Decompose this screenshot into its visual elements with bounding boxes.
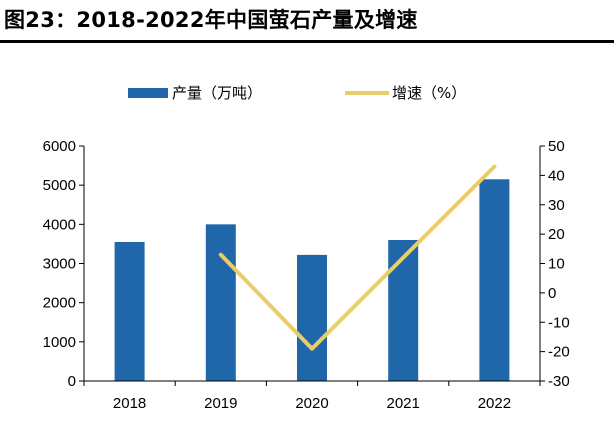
x-tick-label: 2018 — [113, 395, 146, 412]
bar-2020 — [297, 254, 327, 381]
y-right-tick-label: 0 — [548, 285, 556, 302]
bar-2018 — [114, 241, 145, 381]
y-right-tick-label: 20 — [548, 226, 565, 243]
legend-bar-swatch — [128, 88, 168, 98]
x-tick-label: 2020 — [295, 395, 328, 412]
line-series — [218, 164, 497, 351]
bar-2021 — [388, 240, 419, 381]
x-tick-label: 2019 — [204, 395, 237, 412]
bar-series — [114, 179, 510, 381]
y-right-tick-label: 50 — [548, 138, 565, 155]
y-left-tick-label: 6000 — [43, 138, 76, 155]
growth-line — [218, 164, 497, 351]
x-tick-label: 2022 — [478, 395, 511, 412]
legend: 产量（万吨） 增速（%） — [128, 84, 466, 102]
legend-bar-label: 产量（万吨） — [172, 84, 262, 102]
y-left-tick-label: 3000 — [43, 256, 76, 273]
y-left-tick-label: 0 — [68, 373, 76, 390]
y-right-tick-label: 10 — [548, 256, 565, 273]
bar-2019 — [205, 224, 236, 381]
y-left-tick-label: 2000 — [43, 295, 76, 312]
y-right-tick-label: -10 — [548, 314, 570, 331]
axes: 6000 5000 4000 3000 2000 1000 0 50 40 30 20 10 0 -10 -… — [43, 138, 570, 412]
legend-line-label: 增速（%） — [392, 84, 466, 102]
bar-2022 — [479, 179, 510, 381]
x-tick-label: 2021 — [387, 395, 420, 412]
y-right-tick-label: 30 — [548, 197, 565, 214]
y-left-tick-label: 4000 — [43, 216, 76, 233]
y-right-tick-label: -30 — [548, 373, 570, 390]
y-right-tick-label: -20 — [548, 344, 570, 361]
y-left-tick-label: 5000 — [43, 177, 76, 194]
title-rule — [0, 40, 614, 43]
y-right-tick-label: 40 — [548, 167, 565, 184]
figure-title: 图23：2018-2022年中国萤石产量及增速 — [4, 8, 418, 32]
y-left-tick-label: 1000 — [43, 334, 76, 351]
